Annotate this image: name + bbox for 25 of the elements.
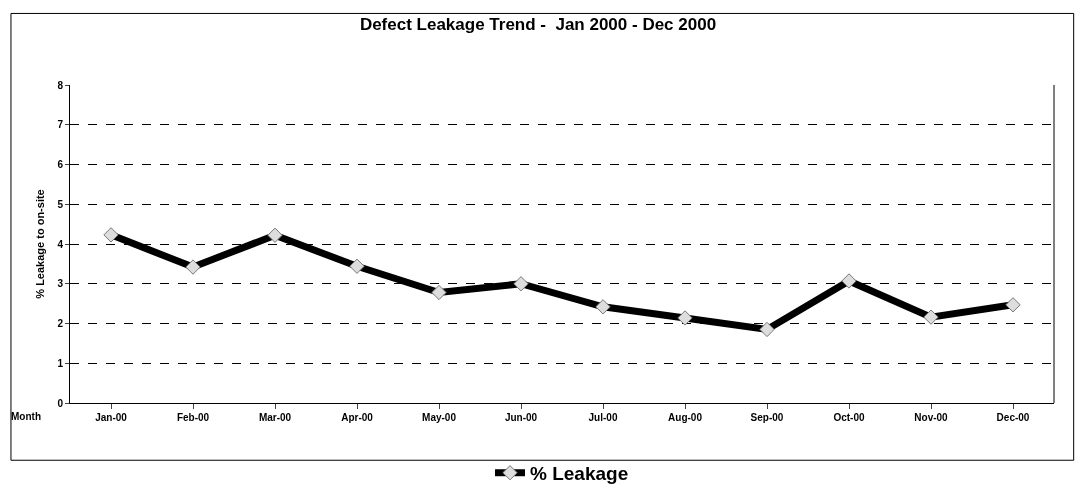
y-tick-label: 3: [57, 278, 64, 290]
x-tick-label: May-00: [422, 412, 457, 423]
x-tick-label: Dec-00: [996, 412, 1030, 423]
y-tick-label: 8: [57, 79, 64, 91]
y-tick-label: 1: [57, 357, 64, 369]
x-tick-label: Jul-00: [588, 412, 618, 423]
x-axis-title: Month: [11, 411, 41, 422]
y-tick-label: 4: [57, 238, 64, 250]
y-tick-label: 7: [57, 119, 64, 131]
y-tick-label: 2: [57, 318, 64, 329]
x-tick-label: Oct-00: [833, 412, 865, 423]
y-tick-label: 5: [57, 198, 64, 210]
x-tick-label: Sep-00: [750, 412, 784, 423]
y-tick-label: 6: [57, 159, 64, 170]
chart-title: Defect Leakage Trend - Jan 2000 - Dec 2000: [359, 14, 717, 34]
x-tick-label: Apr-00: [341, 412, 374, 423]
x-tick-label: Mar-00: [258, 412, 292, 423]
y-tick-label: 0: [57, 397, 64, 409]
legend-label: % Leakage: [530, 463, 629, 485]
x-tick-label: Aug-00: [668, 412, 703, 423]
x-tick-label: Jan-00: [95, 412, 128, 423]
y-axis-title: % Leakage to on-site: [34, 189, 47, 299]
x-tick-label: Jun-00: [504, 412, 538, 423]
x-tick-label: Feb-00: [176, 412, 210, 423]
x-tick-label: Nov-00: [914, 412, 949, 423]
